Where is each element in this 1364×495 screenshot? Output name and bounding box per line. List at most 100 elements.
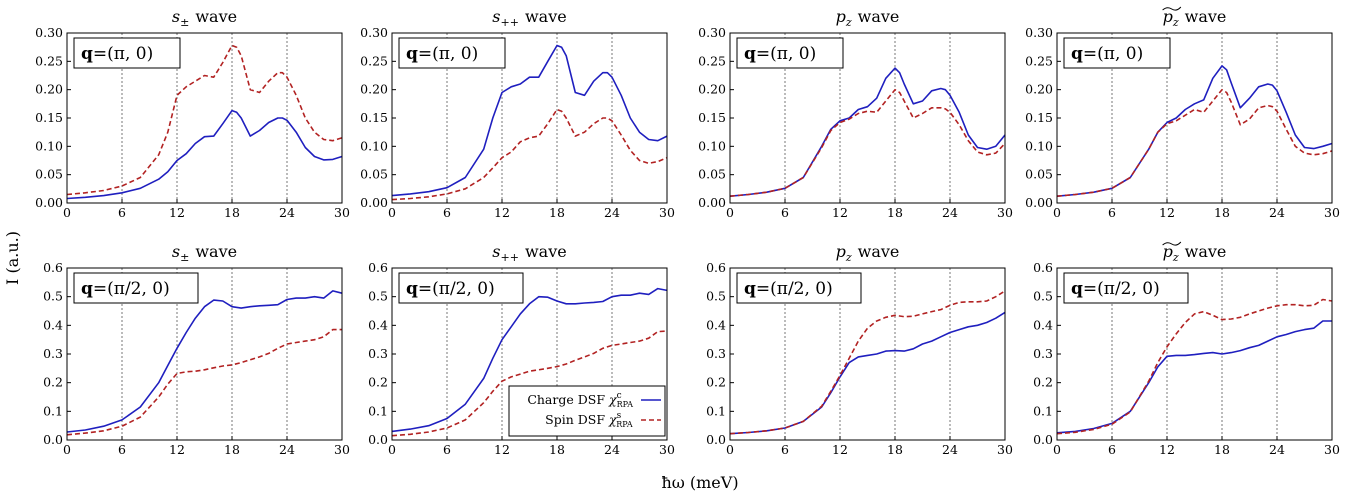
q-value: (π, 0) <box>107 44 153 64</box>
y-tick-label: 0.5 <box>368 289 388 304</box>
q-equals: = <box>93 279 107 299</box>
y-tick-label: 0.00 <box>360 195 388 210</box>
y-tick-label: 0.6 <box>368 260 388 275</box>
x-tick-label: 24 <box>279 205 295 220</box>
chart-panel-3: pz wave 0 6 12 18 24 30 0.00 0.05 0.10 0.15 0.20 0.25… <box>698 7 1013 220</box>
q-symbol: q <box>744 279 756 299</box>
y-tick-label: 0.10 <box>1025 138 1053 153</box>
panel-title-sub: ++ <box>501 16 519 29</box>
x-tick-label: 18 <box>224 205 240 220</box>
y-tick-label: 0.20 <box>360 82 388 97</box>
panel-title: s± wave <box>172 242 237 264</box>
charge-dsf-line <box>66 290 343 433</box>
y-tick-label: 0.5 <box>1033 289 1053 304</box>
panel-title-sub: z <box>845 16 852 29</box>
y-tick-label: 0.30 <box>360 25 388 40</box>
x-tick-label: 30 <box>1324 205 1340 220</box>
legend-sub: RPA <box>616 420 633 429</box>
y-tick-label: 0.20 <box>1025 82 1053 97</box>
q-symbol: q <box>1071 279 1083 299</box>
y-tick-label: 0.6 <box>43 260 63 275</box>
charge-dsf-line <box>1056 65 1333 197</box>
chart-panel-1: s± wave 0 6 12 18 24 30 0.00 0.05 0.10 0.15 0.20 0.25… <box>35 7 350 220</box>
panel-title-base: p <box>836 242 846 261</box>
y-tick-label: 0.3 <box>43 346 63 361</box>
q-equals: = <box>418 44 432 64</box>
y-tick-label: 0.2 <box>368 375 388 390</box>
y-tick-label: 0.6 <box>706 260 726 275</box>
chart-panel-5: s± wave 0 6 12 18 24 30 0.0 0.1 0.2 0.3 0.4 0.5 0.6 q=(… <box>43 242 350 457</box>
panel-title-base: s <box>172 242 180 261</box>
x-axis-label: ħω (meV) <box>661 473 738 492</box>
y-tick-label: 0.05 <box>1025 167 1053 182</box>
x-tick-label: 30 <box>659 442 675 457</box>
x-tick-label: 24 <box>604 442 620 457</box>
panel-title-base: p <box>1163 7 1173 26</box>
legend-symbol: χc RPA <box>608 391 633 409</box>
panel-title-suffix: wave <box>525 242 567 261</box>
charge-dsf-line <box>391 287 668 433</box>
y-tick-label: 0.20 <box>698 82 726 97</box>
panel-title-sub: ++ <box>501 251 519 264</box>
panel-title-base: p <box>1163 242 1173 261</box>
panel-title-suffix: wave <box>195 242 237 261</box>
spin-dsf-line <box>391 108 668 201</box>
y-tick-label: 0.4 <box>43 317 63 332</box>
charge-dsf-line <box>1056 320 1332 434</box>
charge-dsf-line <box>66 109 343 200</box>
x-tick-label: 30 <box>997 442 1013 457</box>
y-tick-label: 0.2 <box>1033 375 1053 390</box>
chart-panel-2: s++ wave 0 6 12 18 24 30 0.00 0.05 0.10 0.15 0.20 0.2… <box>360 7 675 220</box>
y-tick-label: 0.5 <box>43 289 63 304</box>
legend-label: Spin DSF <box>545 412 605 427</box>
q-symbol: q <box>406 279 418 299</box>
x-tick-label: 0 <box>388 442 396 457</box>
q-equals: = <box>756 44 770 64</box>
x-tick-label: 0 <box>388 205 396 220</box>
y-tick-label: 0.30 <box>698 25 726 40</box>
x-tick-label: 30 <box>659 205 675 220</box>
x-tick-label: 0 <box>1053 442 1061 457</box>
panel-title-suffix: wave <box>195 7 237 26</box>
q-label: q=(π, 0) <box>744 44 816 64</box>
charge-dsf-line <box>729 311 1006 435</box>
q-label: q=(π/2, 0) <box>1071 279 1160 299</box>
x-tick-label: 18 <box>887 442 903 457</box>
legend-symbol: χs RPA <box>608 411 633 429</box>
y-tick-label: 0.3 <box>1033 346 1053 361</box>
x-tick-label: 6 <box>443 205 451 220</box>
y-tick-label: 0.15 <box>35 110 63 125</box>
x-tick-label: 12 <box>832 205 848 220</box>
q-equals: = <box>1083 44 1097 64</box>
y-tick-label: 0.1 <box>1033 403 1053 418</box>
panel-title: s± wave <box>172 7 237 29</box>
legend-label: Charge DSF <box>527 392 605 407</box>
panel-title-sub: z <box>1172 251 1179 264</box>
x-tick-label: 24 <box>942 205 958 220</box>
q-label-box <box>736 37 844 69</box>
chart-panel-4: pz wave 0 6 12 18 24 30 0.00 0.05 0.10 0.15 0.20 0.25… <box>1025 6 1340 220</box>
panel-title-base: p <box>836 7 846 26</box>
panel-title-sub: ± <box>180 251 189 264</box>
q-label-box <box>1063 37 1171 69</box>
panel-title-sub: ± <box>180 16 189 29</box>
y-tick-label: 0.25 <box>360 53 388 68</box>
x-tick-label: 18 <box>1214 205 1230 220</box>
y-tick-label: 0.30 <box>35 25 63 40</box>
q-value: (π, 0) <box>432 44 478 64</box>
chart-panel-8: pz wave 0 6 12 18 24 30 0.0 0.1 0.2 0.3 0.4 0.5 0.6 q=(… <box>1033 241 1340 457</box>
panel-title-suffix: wave <box>1185 7 1227 26</box>
x-tick-label: 0 <box>63 442 71 457</box>
x-tick-label: 18 <box>549 205 565 220</box>
x-tick-label: 6 <box>781 442 789 457</box>
q-equals: = <box>93 44 107 64</box>
y-tick-label: 0.1 <box>706 403 726 418</box>
panel-title-suffix: wave <box>525 7 567 26</box>
q-equals: = <box>1083 279 1097 299</box>
panel-title: pz wave <box>836 242 900 264</box>
q-symbol: q <box>81 44 93 64</box>
y-tick-label: 0.4 <box>706 317 726 332</box>
